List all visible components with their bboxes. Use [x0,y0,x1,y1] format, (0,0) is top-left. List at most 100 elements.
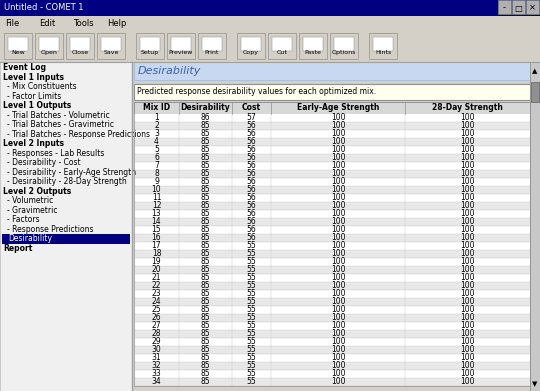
Bar [531,82,539,102]
Text: 100: 100 [460,321,475,330]
Text: 56: 56 [247,138,256,147]
Text: 100: 100 [460,138,475,147]
Bar [134,170,530,178]
Text: Close: Close [71,50,89,55]
Text: 4: 4 [154,138,159,147]
Text: 100: 100 [330,258,345,267]
Text: Paste: Paste [305,50,321,55]
Text: 85: 85 [201,161,210,170]
Text: ▼: ▼ [532,381,538,387]
Bar [134,102,530,386]
Bar [134,62,540,391]
Text: 100: 100 [460,298,475,307]
Text: 100: 100 [330,201,345,210]
Text: - Trial Batches - Response Predictions: - Trial Batches - Response Predictions [7,130,150,139]
Bar [241,37,261,51]
Bar [140,37,160,51]
Text: 85: 85 [201,194,210,203]
Text: Tools: Tools [73,18,93,27]
Text: 100: 100 [330,129,345,138]
Text: - Response Predictions: - Response Predictions [7,225,93,234]
Text: 100: 100 [330,210,345,219]
Bar [0,30,540,62]
Text: 56: 56 [247,161,256,170]
Text: 85: 85 [201,138,210,147]
Text: 100: 100 [330,161,345,170]
Text: 100: 100 [460,249,475,258]
Text: 100: 100 [330,185,345,194]
Text: 55: 55 [247,249,256,258]
Text: 100: 100 [330,353,345,362]
Text: 100: 100 [460,129,475,138]
Text: 85: 85 [201,298,210,307]
Text: - Desirability - Early-Age Strength: - Desirability - Early-Age Strength [7,168,136,177]
Bar [101,37,121,51]
Text: 85: 85 [201,321,210,330]
Text: 16: 16 [152,233,161,242]
Text: 28: 28 [152,330,161,339]
Text: 2: 2 [154,122,159,131]
Bar [268,33,296,59]
Bar [134,322,530,330]
Text: 11: 11 [152,194,161,203]
Bar [134,84,530,100]
Text: 100: 100 [460,242,475,251]
Bar [530,80,540,391]
Text: 85: 85 [201,353,210,362]
Bar [134,242,530,250]
Text: 55: 55 [247,258,256,267]
Text: 85: 85 [201,362,210,371]
Bar [134,194,530,202]
Text: 100: 100 [460,185,475,194]
Text: 55: 55 [247,346,256,355]
Text: 85: 85 [201,330,210,339]
Text: 55: 55 [247,369,256,378]
Text: 100: 100 [460,289,475,298]
Text: 55: 55 [247,242,256,251]
Bar [134,114,530,122]
Text: New: New [11,50,25,55]
Text: 100: 100 [460,265,475,274]
Text: 55: 55 [247,377,256,386]
Text: - Gravimetric: - Gravimetric [7,206,57,215]
Text: 100: 100 [460,122,475,131]
Text: 55: 55 [247,337,256,346]
Bar [0,62,132,391]
Text: 55: 55 [247,282,256,291]
Text: 56: 56 [247,145,256,154]
Text: Save: Save [103,50,119,55]
Text: 100: 100 [330,154,345,163]
Bar [498,0,511,14]
Text: - Responses - Lab Results: - Responses - Lab Results [7,149,104,158]
Bar [134,234,530,242]
Bar [134,258,530,266]
Text: - Desirability - 28-Day Strength: - Desirability - 28-Day Strength [7,177,127,186]
Text: 100: 100 [330,282,345,291]
Text: - Trial Batches - Volumetric: - Trial Batches - Volumetric [7,111,110,120]
Text: 32: 32 [152,362,161,371]
Text: Level 2 Outputs: Level 2 Outputs [3,187,71,196]
Bar [134,354,530,362]
Text: 34: 34 [152,377,161,386]
Text: 15: 15 [152,226,161,235]
Text: 100: 100 [460,217,475,226]
Text: Report: Report [3,244,32,253]
Bar [526,0,539,14]
Text: Options: Options [332,50,356,55]
Text: Setup: Setup [141,50,159,55]
Text: Level 2 Inputs: Level 2 Inputs [3,139,64,148]
Text: 19: 19 [152,258,161,267]
Text: 100: 100 [460,353,475,362]
Text: 85: 85 [201,265,210,274]
Bar [171,37,191,51]
Bar [134,210,530,218]
Text: 100: 100 [460,346,475,355]
Text: 31: 31 [152,353,161,362]
Text: 100: 100 [460,258,475,267]
Bar [530,80,540,391]
Bar [202,37,222,51]
Text: 100: 100 [330,298,345,307]
Text: 100: 100 [460,226,475,235]
Bar [134,162,530,170]
Bar [512,0,525,14]
